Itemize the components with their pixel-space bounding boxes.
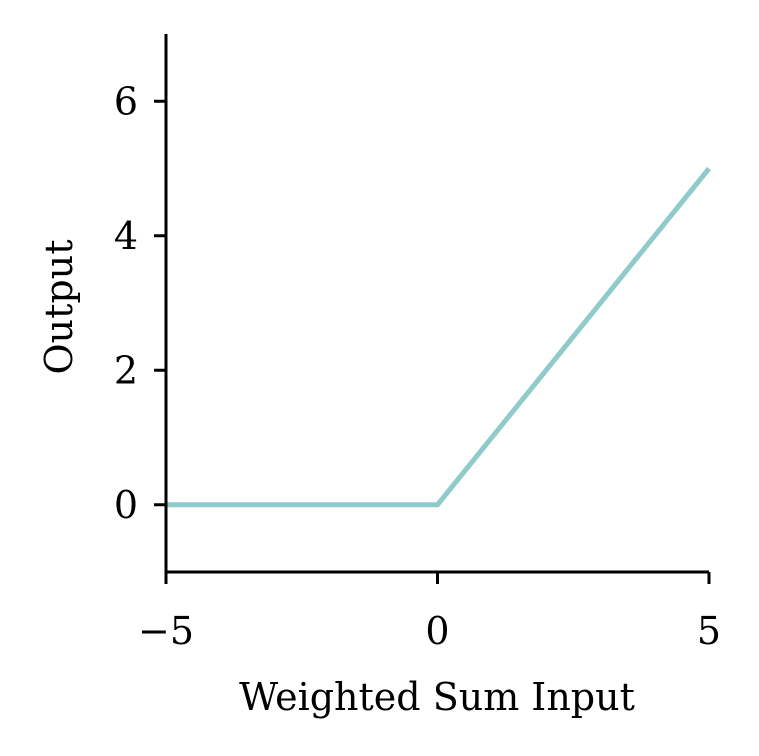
- plot-area: −5 0 5 0 2 4 6: [114, 34, 721, 653]
- x-ticks: −5 0 5: [138, 572, 721, 653]
- y-ticks: 0 2 4 6: [114, 79, 166, 527]
- x-tick-label: 0: [425, 609, 449, 653]
- x-tick-label: 5: [697, 609, 721, 653]
- x-axis-label: Weighted Sum Input: [239, 675, 635, 719]
- x-tick-label: −5: [138, 609, 194, 653]
- y-axis-label: Output: [37, 240, 81, 375]
- y-tick-label: 6: [114, 79, 138, 123]
- series-layer: [166, 166, 711, 508]
- y-tick-label: 0: [114, 483, 138, 527]
- y-tick-label: 2: [114, 348, 138, 392]
- series-line: [166, 166, 711, 508]
- y-tick-label: 4: [114, 214, 138, 258]
